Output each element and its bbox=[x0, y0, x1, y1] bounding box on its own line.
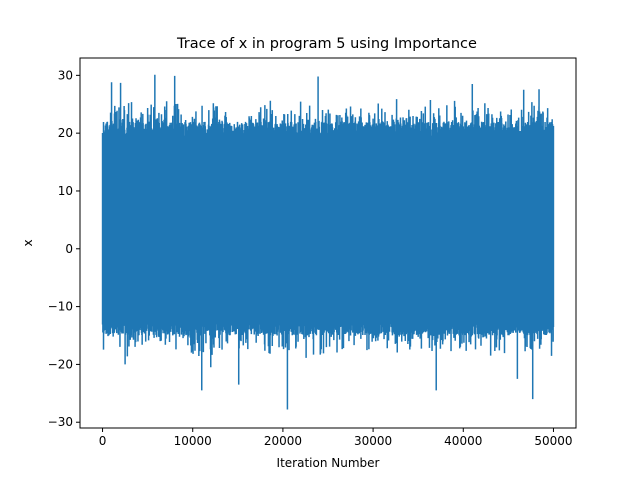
y-tick-label: 0 bbox=[65, 242, 73, 256]
x-axis-ticks: 0 10000 20000 30000 40000 50000 bbox=[99, 428, 573, 448]
x-tick-label: 10000 bbox=[174, 434, 212, 448]
y-tick-label: −10 bbox=[48, 300, 73, 314]
y-axis-ticks: −30 −20 −10 0 10 20 30 bbox=[48, 68, 80, 429]
trace-line bbox=[101, 74, 555, 410]
x-tick-label: 20000 bbox=[264, 434, 302, 448]
y-tick-label: 30 bbox=[58, 68, 73, 82]
y-tick-label: −30 bbox=[48, 415, 73, 429]
x-tick-label: 0 bbox=[99, 434, 107, 448]
chart-title: Trace of x in program 5 using Importance bbox=[176, 36, 477, 52]
y-tick-label: −20 bbox=[48, 357, 73, 371]
x-axis-label: Iteration Number bbox=[277, 456, 380, 470]
y-axis-label: x bbox=[21, 239, 35, 246]
y-tick-label: 10 bbox=[58, 184, 73, 198]
axes-frame bbox=[79, 57, 577, 429]
plot-area bbox=[101, 74, 555, 410]
y-tick-label: 20 bbox=[58, 126, 73, 140]
x-tick-label: 40000 bbox=[444, 434, 482, 448]
x-tick-label: 50000 bbox=[534, 434, 572, 448]
x-tick-label: 30000 bbox=[354, 434, 392, 448]
